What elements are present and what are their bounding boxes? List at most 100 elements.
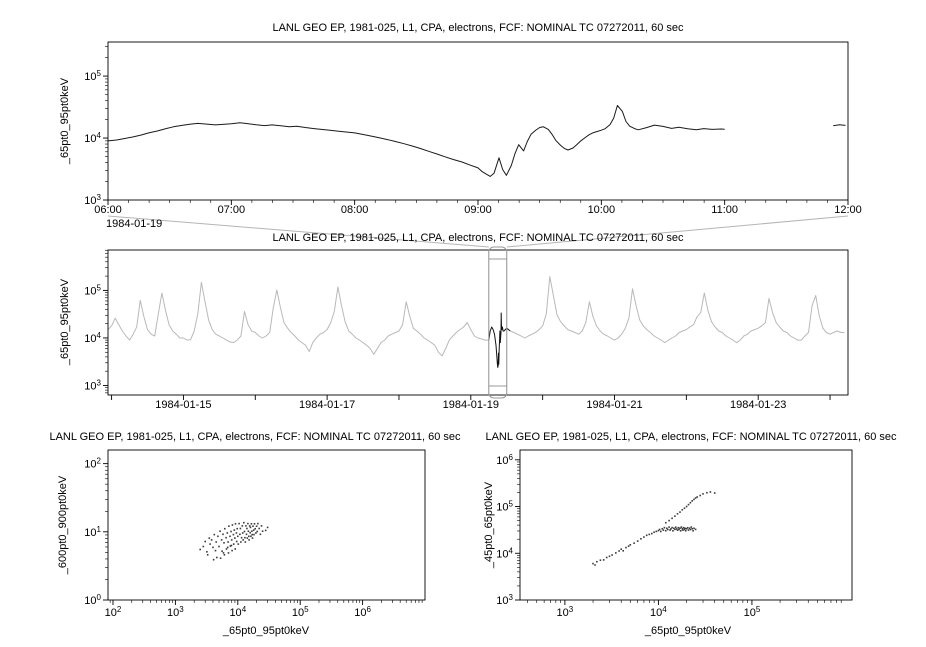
scatter-point: [230, 544, 233, 547]
scatter-point: [228, 525, 230, 527]
scatter-point: [206, 551, 208, 553]
panel-top-timeseries: 103 104 105 06:00 07:00 08:00 09:00 10:00 11:00 1…: [84, 41, 862, 216]
scatter-point: [212, 546, 214, 549]
tick-label: 101: [84, 525, 101, 539]
top-panel-date-label: 1984-01-19: [106, 218, 162, 230]
scatter-point: [250, 535, 252, 538]
scatter-point: [636, 540, 639, 542]
selection-box[interactable]: [488, 246, 508, 399]
scatter-point: [688, 527, 691, 529]
scatter-point: [266, 526, 269, 529]
scatter-point: [653, 531, 655, 533]
plot-area[interactable]: [108, 250, 848, 395]
scatter-point: [246, 527, 248, 530]
tick-label: 104: [84, 131, 101, 145]
scatter-point: [615, 552, 617, 554]
bottom-right-panel-xlabel: _65pt0_95pt0keV: [644, 625, 732, 637]
scatter-point: [645, 534, 648, 537]
tick-label: 06:00: [94, 204, 122, 216]
scatter-point: [215, 541, 217, 543]
scatter-point: [237, 543, 240, 545]
scatter-point: [235, 540, 238, 543]
scatter-point: [679, 511, 681, 513]
plot-area[interactable]: [108, 450, 425, 600]
scatter-point: [247, 530, 250, 532]
scatter-point: [260, 525, 263, 527]
tick-label: 105: [496, 500, 513, 514]
bottom-left-panel-xlabel: _65pt0_95pt0keV: [222, 625, 310, 637]
scatter-point: [661, 528, 664, 530]
tick-label: 07:00: [218, 204, 246, 216]
series-line: [488, 312, 511, 368]
scatter-point: [231, 549, 233, 552]
scatter-point: [611, 554, 613, 556]
scatter-point: [699, 494, 701, 497]
scatter-point: [696, 496, 698, 498]
scatter-point: [234, 548, 236, 550]
scatter-point: [673, 527, 675, 530]
scatter-point: [253, 523, 256, 525]
scatter-point: [248, 539, 250, 541]
plot-area[interactable]: [108, 42, 848, 200]
scatter-point: [261, 530, 264, 532]
scatter-point: [618, 550, 620, 552]
scatter-point: [669, 529, 671, 531]
scatter-point: [602, 559, 605, 561]
scatter-point: [685, 528, 688, 530]
scatter-point: [643, 536, 645, 538]
scatter-point: [693, 498, 695, 501]
scatter-point: [687, 503, 690, 506]
tick-label: 105: [744, 605, 761, 619]
tick-label: 104: [229, 605, 246, 619]
scatter-point: [255, 525, 258, 527]
scatter-point: [239, 533, 241, 536]
tick-label: 103: [167, 605, 184, 619]
plot-area[interactable]: [520, 450, 852, 600]
scatter-point: [237, 535, 239, 538]
scatter-point: [674, 515, 676, 517]
scatter-point: [648, 533, 651, 536]
scatter-point: [686, 526, 689, 529]
scatter-point: [608, 555, 611, 558]
tick-label: 103: [496, 593, 513, 607]
middle-panel-title: LANL GEO EP, 1981-025, L1, CPA, electron…: [272, 232, 684, 244]
tick-label: 104: [496, 546, 513, 560]
scatter-point: [223, 542, 225, 544]
scatter-point: [244, 541, 247, 543]
scatter-point: [674, 528, 676, 531]
scatter-point: [233, 529, 236, 531]
scatter-point: [219, 530, 221, 532]
scatter-point: [713, 492, 716, 494]
scatter-point: [683, 528, 686, 531]
scatter-point: [693, 527, 695, 530]
scatter-point: [629, 544, 632, 546]
scatter-point: [679, 527, 681, 529]
scatter-point: [690, 526, 693, 528]
scatter-point: [238, 522, 240, 525]
tick-label: 103: [557, 605, 574, 619]
tick-label: 11:00: [711, 204, 738, 216]
scatter-point: [199, 548, 201, 551]
scatter-point: [683, 507, 686, 509]
scatter-point: [206, 554, 209, 556]
scatter-point: [676, 513, 679, 515]
scatter-point: [258, 527, 260, 530]
scatter-point: [222, 533, 224, 536]
scatter-point: [676, 529, 679, 531]
tick-label: 1984-01-21: [586, 399, 642, 411]
scatter-point: [248, 535, 250, 538]
scatter-point: [243, 530, 246, 533]
scatter-point: [227, 552, 230, 554]
bottom-left-panel-title: LANL GEO EP, 1981-025, L1, CPA, electron…: [49, 431, 461, 443]
selection-overlay: [488, 246, 508, 399]
panel-bottom-left-scatter: 100 101 102 102 103 104 105 106: [84, 449, 426, 619]
scatter-point: [223, 554, 226, 556]
panel-middle-overview: 103 104 105 1984-01-15 1984-01-17 1984-01-19 1…: [84, 249, 849, 411]
scatter-point: [236, 527, 238, 530]
scatter-point: [684, 527, 686, 530]
scatter-point: [672, 530, 674, 532]
tick-label: 105: [292, 605, 309, 619]
scatter-point: [202, 545, 205, 548]
scatter-point: [671, 526, 673, 529]
